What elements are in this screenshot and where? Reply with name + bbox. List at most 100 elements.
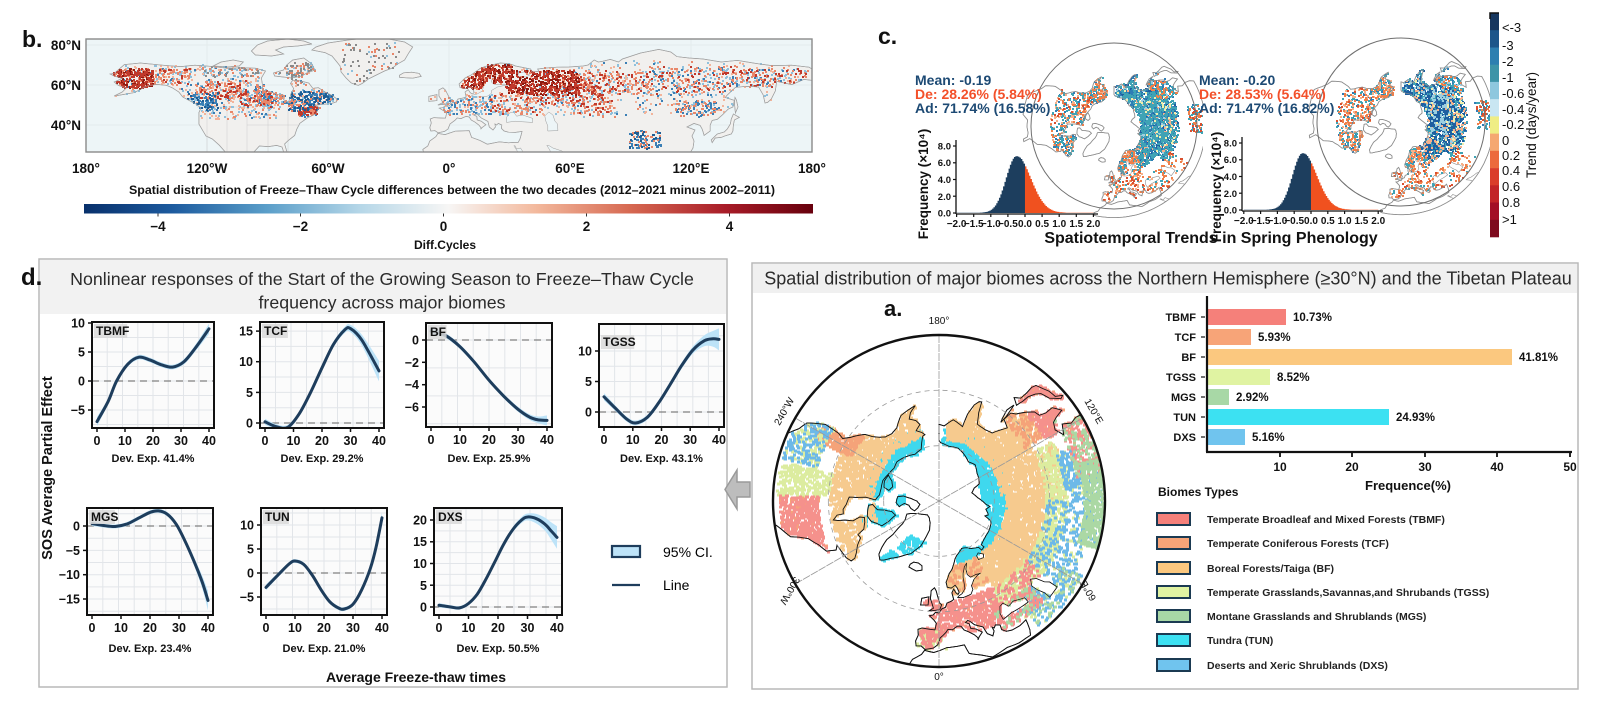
svg-text:BF: BF — [430, 325, 446, 339]
svg-text:120°E: 120°E — [673, 161, 710, 176]
svg-text:2.0: 2.0 — [1371, 216, 1385, 227]
svg-text:-0.4: -0.4 — [1502, 102, 1524, 117]
svg-text:1.0: 1.0 — [1338, 216, 1352, 227]
svg-text:10: 10 — [578, 345, 592, 359]
svg-text:>1: >1 — [1502, 212, 1517, 227]
svg-text:c.: c. — [878, 23, 897, 49]
svg-text:Frequency (×10⁴): Frequency (×10⁴) — [1209, 132, 1224, 243]
svg-text:Ad: 71.74% (16.58%): Ad: 71.74% (16.58%) — [915, 100, 1050, 116]
svg-text:−2: −2 — [405, 356, 419, 370]
svg-text:−2.0: −2.0 — [1234, 216, 1254, 227]
svg-text:BF: BF — [1181, 352, 1196, 364]
svg-text:d.: d. — [21, 264, 42, 291]
svg-text:MGS: MGS — [1171, 392, 1196, 404]
svg-text:2.0: 2.0 — [1086, 219, 1100, 230]
svg-text:2.92%: 2.92% — [1236, 392, 1269, 404]
svg-text:20: 20 — [655, 433, 669, 447]
svg-text:−2: −2 — [293, 219, 308, 234]
svg-text:TGSS: TGSS — [603, 335, 636, 349]
svg-text:50: 50 — [1563, 460, 1577, 474]
svg-text:0: 0 — [78, 375, 85, 389]
svg-text:8.0: 8.0 — [938, 142, 951, 153]
svg-text:5.93%: 5.93% — [1258, 332, 1291, 344]
svg-text:20: 20 — [1345, 460, 1359, 474]
svg-text:30: 30 — [174, 434, 188, 448]
svg-text:Diff.Cycles: Diff.Cycles — [414, 238, 476, 252]
svg-text:5: 5 — [247, 543, 254, 557]
svg-text:0: 0 — [246, 417, 253, 431]
svg-text:0.5: 0.5 — [1035, 219, 1049, 230]
svg-text:frequency across major biomes: frequency across major biomes — [258, 293, 505, 313]
svg-text:Dev. Exp. 21.0%: Dev. Exp. 21.0% — [283, 643, 366, 655]
svg-text:0: 0 — [1502, 133, 1509, 148]
svg-text:−15: −15 — [59, 593, 80, 607]
svg-text:−1.0: −1.0 — [981, 219, 1001, 230]
svg-text:2: 2 — [583, 219, 591, 234]
svg-text:20: 20 — [482, 433, 496, 447]
svg-text:95% CI.: 95% CI. — [663, 544, 713, 560]
svg-text:1.0: 1.0 — [1052, 219, 1066, 230]
svg-text:DXS: DXS — [1173, 432, 1196, 444]
svg-text:Deserts and Xeric Shrublands (: Deserts and Xeric Shrublands (DXS) — [1207, 660, 1388, 672]
svg-text:2.0: 2.0 — [938, 192, 951, 203]
svg-text:−4: −4 — [150, 219, 166, 234]
svg-text:−1.0: −1.0 — [1268, 216, 1288, 227]
svg-text:0: 0 — [585, 406, 592, 420]
svg-text:60°E: 60°E — [555, 161, 584, 176]
svg-text:20: 20 — [146, 434, 160, 448]
svg-text:24.93%: 24.93% — [1396, 412, 1435, 424]
svg-text:10: 10 — [71, 317, 85, 331]
svg-text:10: 10 — [287, 434, 301, 448]
svg-text:Trend (days/year): Trend (days/year) — [1524, 72, 1539, 178]
svg-text:0.8: 0.8 — [1502, 195, 1520, 210]
svg-text:Montane Grasslands and Shrubla: Montane Grasslands and Shrublands (MGS) — [1207, 611, 1426, 623]
svg-text:4.0: 4.0 — [938, 175, 951, 186]
svg-text:5: 5 — [585, 375, 592, 389]
svg-text:Average Freeze-thaw times: Average Freeze-thaw times — [326, 669, 506, 685]
svg-text:5.16%: 5.16% — [1252, 432, 1285, 444]
svg-text:10: 10 — [288, 621, 302, 635]
svg-text:Mean: -0.20: Mean: -0.20 — [1199, 72, 1275, 88]
svg-text:DXS: DXS — [438, 510, 463, 524]
svg-text:Line: Line — [663, 577, 690, 593]
svg-text:0: 0 — [73, 520, 80, 534]
svg-text:Dev. Exp. 29.2%: Dev. Exp. 29.2% — [281, 453, 364, 465]
svg-text:10: 10 — [413, 557, 427, 571]
svg-text:0.0: 0.0 — [938, 209, 951, 220]
svg-text:1.5: 1.5 — [1069, 219, 1083, 230]
svg-text:SOS Average Partial Effect: SOS Average Partial Effect — [40, 376, 56, 560]
svg-text:1.5: 1.5 — [1354, 216, 1368, 227]
svg-text:-2: -2 — [1502, 54, 1514, 69]
svg-text:30: 30 — [344, 434, 358, 448]
svg-text:4.0: 4.0 — [1224, 172, 1237, 183]
svg-text:30: 30 — [172, 621, 186, 635]
svg-text:−5: −5 — [240, 591, 254, 605]
svg-text:30: 30 — [511, 433, 525, 447]
svg-text:120°W: 120°W — [187, 161, 228, 176]
svg-text:5: 5 — [246, 386, 253, 400]
svg-text:41.81%: 41.81% — [1519, 352, 1558, 364]
svg-text:0°: 0° — [934, 672, 944, 683]
svg-text:0: 0 — [263, 621, 270, 635]
svg-text:8.0: 8.0 — [1224, 139, 1237, 150]
svg-text:2.0: 2.0 — [1224, 189, 1237, 200]
svg-text:40: 40 — [550, 621, 564, 635]
svg-text:0: 0 — [94, 434, 101, 448]
svg-text:Temperate Broadleaf and Mixed: Temperate Broadleaf and Mixed Forests (T… — [1207, 514, 1445, 526]
svg-text:20: 20 — [491, 621, 505, 635]
svg-text:15: 15 — [413, 535, 427, 549]
svg-text:180°: 180° — [798, 161, 826, 176]
svg-text:30: 30 — [521, 621, 535, 635]
svg-text:15: 15 — [239, 325, 253, 339]
svg-text:5: 5 — [420, 579, 427, 593]
svg-text:10: 10 — [462, 621, 476, 635]
svg-text:0: 0 — [440, 219, 448, 234]
svg-text:40: 40 — [712, 433, 726, 447]
svg-text:30: 30 — [346, 621, 360, 635]
svg-text:−0.5: −0.5 — [998, 219, 1018, 230]
svg-text:0.0: 0.0 — [1018, 219, 1032, 230]
svg-text:Spatial distribution of Freeze: Spatial distribution of Freeze–Thaw Cycl… — [129, 183, 775, 197]
svg-text:Frequency (×10⁴): Frequency (×10⁴) — [916, 129, 931, 240]
svg-text:6.0: 6.0 — [1224, 155, 1237, 166]
svg-text:60°N: 60°N — [51, 78, 81, 93]
